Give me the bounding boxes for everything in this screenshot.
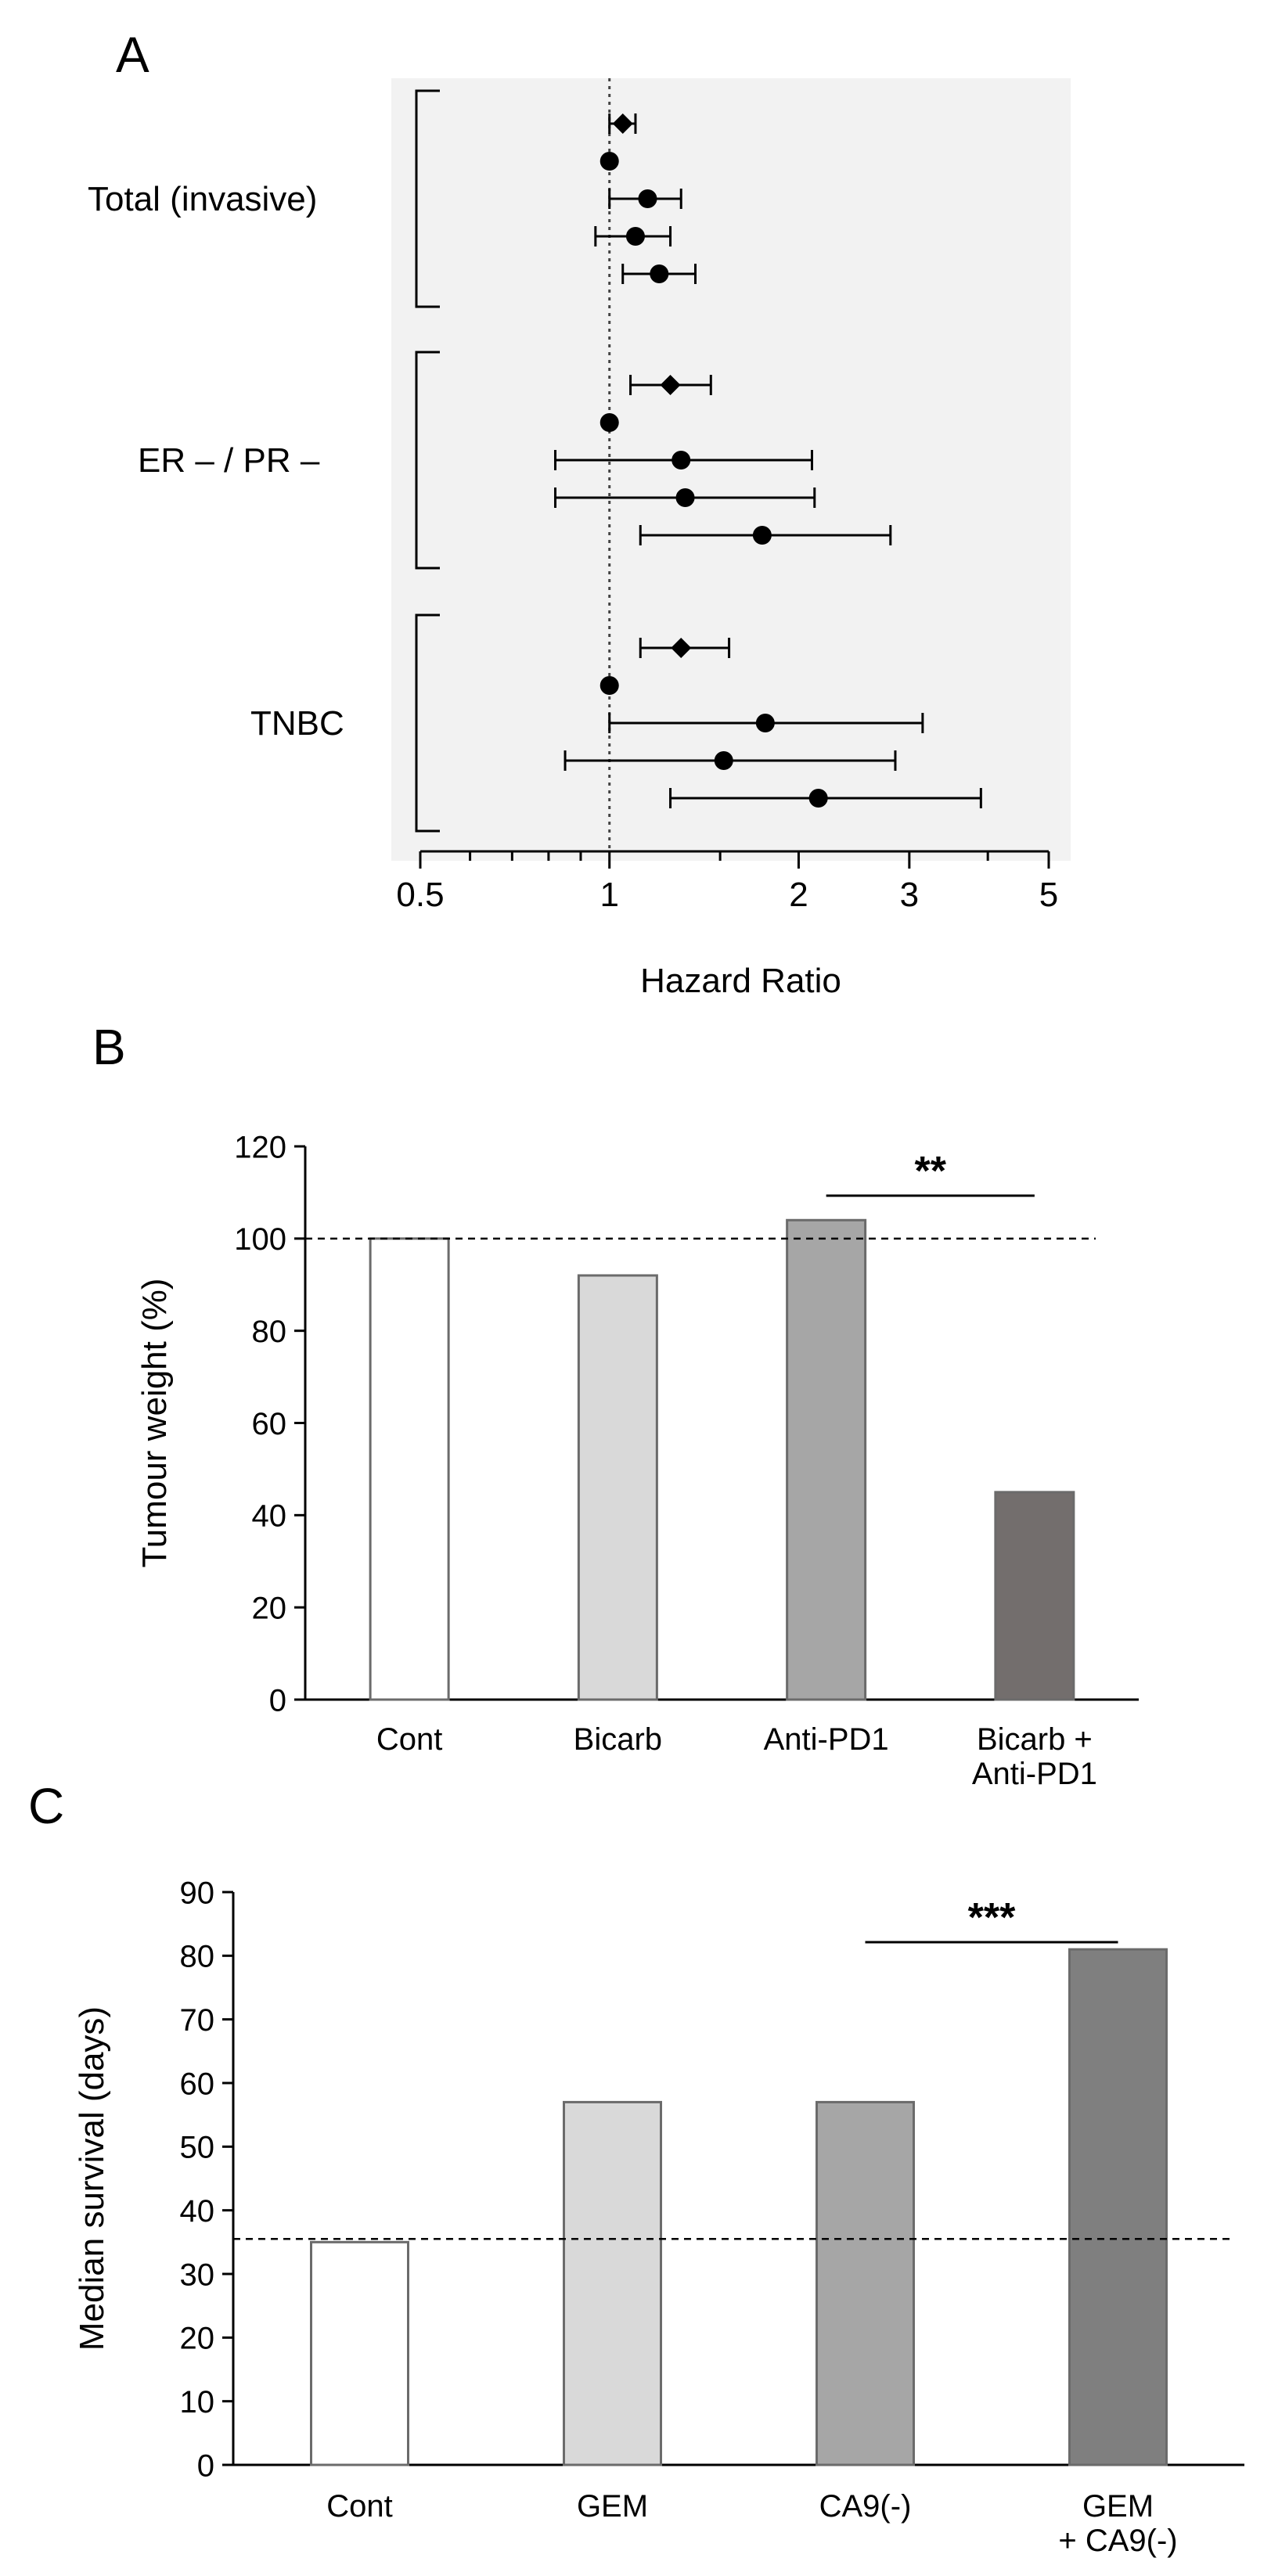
y-axis-title: Median survival (days)	[73, 2006, 111, 2351]
bar	[816, 2100, 915, 2466]
estimate-point	[755, 714, 775, 732]
x-category-label: Cont	[326, 2489, 393, 2524]
estimate-point	[638, 189, 657, 208]
x-tick-label: 0.5	[396, 876, 444, 914]
y-axis-title: Tumour weight (%)	[135, 1278, 174, 1567]
panel-letter-c: C	[28, 1778, 64, 1834]
y-tick-label: 100	[234, 1222, 286, 1257]
x-category-label: CA9(-)	[819, 2489, 912, 2524]
x-axis-title: Hazard Ratio	[640, 962, 841, 1000]
group-label: ER – / PR –	[138, 441, 320, 480]
y-tick-label: 50	[180, 2131, 215, 2165]
y-tick-label: 120	[234, 1130, 286, 1164]
bar	[994, 1491, 1075, 1701]
x-tick-label: 5	[1039, 876, 1058, 914]
estimate-diamond	[660, 375, 681, 395]
y-tick-label: 30	[180, 2258, 215, 2292]
y-tick-label: 70	[180, 2003, 215, 2038]
estimate-point	[714, 751, 733, 770]
y-tick-label: 40	[180, 2194, 215, 2229]
x-category-label: + CA9(-)	[1058, 2524, 1177, 2558]
bar	[563, 2100, 662, 2466]
estimate-point	[752, 526, 772, 545]
panel-a-forest-plot: A Total (invasive) ER – / PR – TNBC 0.5 1 2 3 5 H…	[88, 27, 1071, 1000]
estimate-point	[650, 264, 669, 283]
bar	[577, 1274, 658, 1701]
estimate-point	[599, 152, 619, 171]
estimate-diamond	[612, 113, 633, 134]
bar	[369, 1237, 450, 1701]
estimate-point	[675, 488, 695, 507]
y-tick-label: 0	[269, 1683, 286, 1718]
significance-stars: ***	[968, 1895, 1016, 1941]
estimate-point	[625, 227, 645, 246]
y-tick-label: 60	[180, 2067, 215, 2101]
group-bracket	[415, 351, 440, 570]
x-tick-label: 3	[900, 876, 919, 914]
plot-background	[391, 78, 1071, 861]
y-tick-label: 80	[180, 1940, 215, 1974]
panel-letter-a: A	[116, 27, 149, 83]
y-tick-label: 10	[180, 2385, 215, 2419]
group-bracket	[415, 613, 440, 833]
x-category-label: Cont	[376, 1722, 443, 1757]
group-label: Total (invasive)	[88, 180, 317, 218]
x-category-label: Anti-PD1	[764, 1722, 889, 1757]
x-category-label: Bicarb +	[977, 1722, 1093, 1757]
x-category-label: Anti-PD1	[972, 1757, 1097, 1791]
y-tick-label: 80	[252, 1315, 287, 1349]
estimate-point	[599, 413, 619, 432]
estimate-diamond	[671, 638, 692, 658]
y-tick-label: 40	[252, 1499, 287, 1534]
x-category-label: GEM	[1082, 2489, 1154, 2524]
group-bracket	[415, 89, 440, 308]
estimate-point	[808, 789, 828, 808]
x-category-label: Bicarb	[574, 1722, 662, 1757]
x-category-label: GEM	[577, 2489, 648, 2524]
group-label: TNBC	[250, 704, 344, 743]
y-tick-label: 20	[252, 1592, 287, 1626]
bar	[1068, 1948, 1168, 2466]
x-tick-label: 2	[789, 876, 808, 914]
estimate-point	[599, 676, 619, 695]
y-tick-label: 0	[197, 2448, 214, 2483]
y-tick-label: 60	[252, 1407, 287, 1441]
x-tick-label: 1	[599, 876, 618, 914]
bar	[786, 1218, 867, 1701]
bar	[310, 2240, 409, 2466]
significance-stars: **	[915, 1149, 947, 1194]
y-tick-label: 90	[180, 1876, 215, 1910]
panel-letter-b: B	[92, 1019, 126, 1075]
y-tick-label: 20	[180, 2322, 215, 2356]
estimate-point	[672, 451, 691, 470]
